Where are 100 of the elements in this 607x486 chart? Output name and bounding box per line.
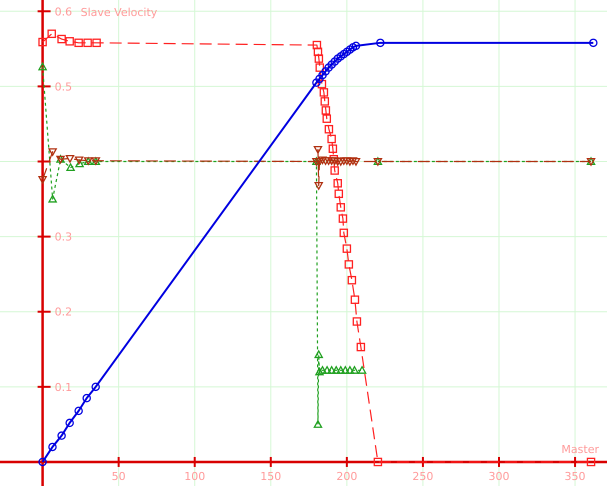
point <box>74 156 84 164</box>
point <box>322 366 332 374</box>
point <box>48 148 57 156</box>
point <box>314 48 322 56</box>
x-tick-label: 250 <box>412 470 434 483</box>
point <box>342 157 352 165</box>
point <box>83 38 92 48</box>
point <box>340 50 348 58</box>
point <box>327 60 336 69</box>
point <box>74 38 83 48</box>
point <box>82 394 91 402</box>
point <box>324 124 334 134</box>
point <box>348 43 358 52</box>
point <box>356 342 366 352</box>
y-tick-label: 0.1 <box>54 380 72 394</box>
point <box>38 458 47 466</box>
point <box>322 106 330 115</box>
point <box>57 431 66 440</box>
point <box>324 63 333 72</box>
point <box>74 406 83 416</box>
point <box>332 366 340 374</box>
point <box>350 366 359 374</box>
x-tick-label: 300 <box>488 470 510 483</box>
point <box>316 63 324 72</box>
point <box>352 42 360 50</box>
point <box>376 38 385 48</box>
point <box>358 366 366 374</box>
point <box>342 48 352 56</box>
point <box>66 163 75 172</box>
point <box>333 54 342 63</box>
x-tick-label: 100 <box>184 470 206 483</box>
point <box>66 154 74 163</box>
point <box>318 80 326 88</box>
point <box>312 78 321 87</box>
point <box>340 157 348 165</box>
point <box>336 52 346 61</box>
point <box>314 182 323 190</box>
x-tick-label: 350 <box>564 470 586 483</box>
point <box>38 38 47 46</box>
x-tick-label: 50 <box>112 470 126 483</box>
point <box>318 70 327 80</box>
point <box>352 317 362 326</box>
point <box>348 157 358 165</box>
point <box>315 368 324 376</box>
point <box>38 62 47 70</box>
point <box>314 420 322 428</box>
y-tick-label: 0.6 <box>54 5 72 18</box>
point <box>340 228 348 238</box>
point <box>65 37 74 46</box>
y-tick-label: 0.3 <box>54 230 72 244</box>
point <box>318 156 327 164</box>
point <box>314 54 324 63</box>
point <box>321 67 330 76</box>
point <box>346 366 354 374</box>
point <box>346 45 354 54</box>
point <box>320 88 328 97</box>
point <box>342 244 352 253</box>
point <box>586 458 596 466</box>
point <box>344 260 354 269</box>
point <box>374 458 382 466</box>
point <box>352 158 360 166</box>
point <box>321 157 330 165</box>
y-tick-label: 0.5 <box>54 80 72 94</box>
point <box>315 74 324 84</box>
point <box>338 214 348 223</box>
point <box>336 203 346 212</box>
point <box>327 134 336 144</box>
x-tick-label: 200 <box>336 470 358 483</box>
point <box>314 146 322 154</box>
point <box>341 366 350 374</box>
x-axis-title: Master <box>561 442 600 456</box>
point <box>330 166 339 175</box>
point <box>314 350 323 358</box>
point <box>330 57 339 66</box>
point <box>324 157 333 165</box>
point <box>589 38 598 48</box>
point <box>336 158 346 166</box>
point <box>336 366 346 374</box>
x-tick-label: 150 <box>260 470 282 483</box>
point <box>92 38 101 48</box>
point <box>322 114 332 123</box>
point <box>318 366 327 374</box>
point <box>47 30 56 38</box>
point <box>57 34 66 44</box>
point <box>327 366 336 374</box>
point <box>350 295 360 304</box>
point <box>75 160 84 168</box>
y-tick-label: 0.2 <box>54 306 72 319</box>
point <box>48 194 57 203</box>
point <box>320 97 330 106</box>
point <box>38 176 47 184</box>
point <box>65 418 74 428</box>
y-axis-title: Slave Velocity <box>80 6 158 19</box>
point <box>328 144 338 153</box>
point <box>348 276 356 284</box>
point <box>312 40 322 50</box>
point <box>333 179 342 188</box>
point <box>334 190 344 198</box>
point <box>48 442 57 452</box>
point <box>91 382 100 392</box>
